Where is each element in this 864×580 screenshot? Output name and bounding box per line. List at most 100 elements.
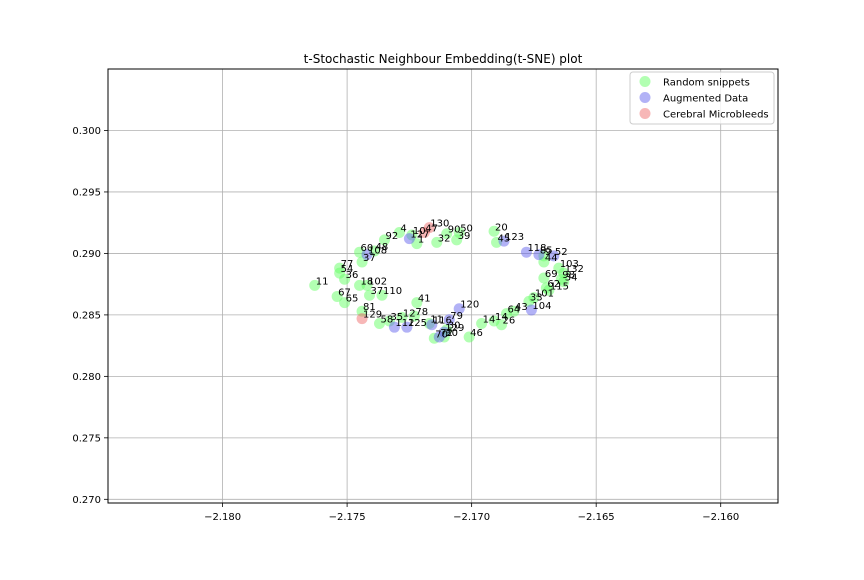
point-label: 54 [341,264,354,275]
point-label: 72 [440,328,453,339]
legend-label-random-snippets: Random snippets [663,78,750,89]
legend-marker-random-snippets [639,76,651,87]
point-label: 11 [430,314,443,325]
point-label: 129 [445,323,464,334]
point-augmented-data [426,319,438,331]
point-label: 50 [460,224,473,235]
point-random-snippets [411,297,423,309]
point-random-snippets [558,276,570,288]
point-label: 112 [395,318,414,329]
point-label: 103 [560,259,579,270]
point-random-snippets [331,290,343,302]
point-label: 120 [460,300,479,311]
point-cerebral-microbleeds [356,313,368,325]
point-augmented-data [533,249,545,261]
point-label: 118 [527,243,546,254]
point-label: 37 [363,253,376,264]
point-label: 90 [448,225,461,236]
point-random-snippets [408,310,420,322]
point-augmented-data [443,314,455,326]
point-label: 77 [341,259,354,270]
point-label: 62 [547,279,560,290]
point-label: 58 [380,314,393,325]
point-augmented-data [453,303,465,315]
grid-lines [108,69,778,503]
y-tick-label: 0.300 [72,126,101,137]
point-random-snippets [451,234,463,246]
point-augmented-data [498,235,510,247]
point-label: 36 [346,270,359,281]
point-label: 41 [418,294,431,305]
point-label: 26 [503,316,516,327]
point-label: 44 [545,253,558,264]
legend: Random snippets Augmented Data Cerebral … [629,71,775,125]
point-label: 46 [470,328,483,339]
point-label: 11 [316,276,329,287]
point-random-snippets [431,236,443,248]
y-axis-ticks: 0.270 0.275 0.280 0.285 0.290 0.295 0.300 [72,126,108,506]
point-label: 116 [433,316,452,327]
point-label: 78 [415,307,428,318]
point-label: 20 [495,222,508,233]
point-random-snippets [309,279,321,291]
plot-area [108,69,778,503]
legend-box [629,71,775,125]
point-label: 70 [435,329,448,340]
x-tick-label: −2.170 [453,512,490,523]
point-label: 79 [450,311,463,322]
x-tick-label: −2.160 [702,512,739,523]
point-label: 12 [403,308,416,319]
point-label: 115 [550,281,569,292]
y-tick-label: 0.280 [72,372,101,383]
point-label: 4 [400,224,406,235]
legend-marker-cerebral-microbleeds [639,108,651,119]
point-augmented-data [548,250,560,262]
point-label: 132 [565,264,584,275]
point-random-snippets [538,272,550,284]
point-label: 18 [361,276,374,287]
point-label: 85 [540,246,553,257]
point-augmented-data [433,331,445,343]
legend-marker-augmented-data [639,92,651,103]
y-tick-label: 0.290 [72,249,101,260]
point-label: 9 [545,247,551,258]
point-random-snippets [463,331,475,343]
point-label: 30 [445,328,458,339]
point-random-snippets [378,234,390,246]
point-label: 67 [338,287,351,298]
point-label: 65 [346,294,359,305]
legend-label-cerebral-microbleeds: Cerebral Microbleeds [663,110,769,121]
point-label: 32 [438,233,451,244]
point-label: 108 [368,246,387,257]
point-label: 130 [430,219,449,230]
point-random-snippets [393,227,405,239]
plot-frame [107,68,779,504]
point-random-snippets [339,273,351,285]
point-augmented-data [520,246,532,258]
point-label: 69 [545,269,558,280]
y-tick-label: 0.285 [72,310,101,321]
y-tick-label: 0.295 [72,187,101,198]
y-tick-label: 0.275 [72,433,101,444]
point-random-snippets [523,295,535,307]
point-random-snippets [339,297,351,309]
point-label: 14 [483,314,496,325]
point-label: 104 [532,301,551,312]
point-label: 123 [505,232,524,243]
point-cerebral-microbleeds [418,227,430,239]
point-augmented-data [401,321,413,333]
point-random-snippets [543,284,555,296]
point-random-snippets [441,228,453,240]
point-label: 33 [530,292,543,303]
y-tick-label: 0.270 [72,495,101,506]
point-random-snippets [496,319,508,331]
point-label: 45 [498,233,511,244]
point-label: 43 [515,302,528,313]
point-label: 34 [565,273,578,284]
point-label: 30 [448,321,461,332]
point-random-snippets [476,317,488,329]
point-label: 81 [363,302,376,313]
